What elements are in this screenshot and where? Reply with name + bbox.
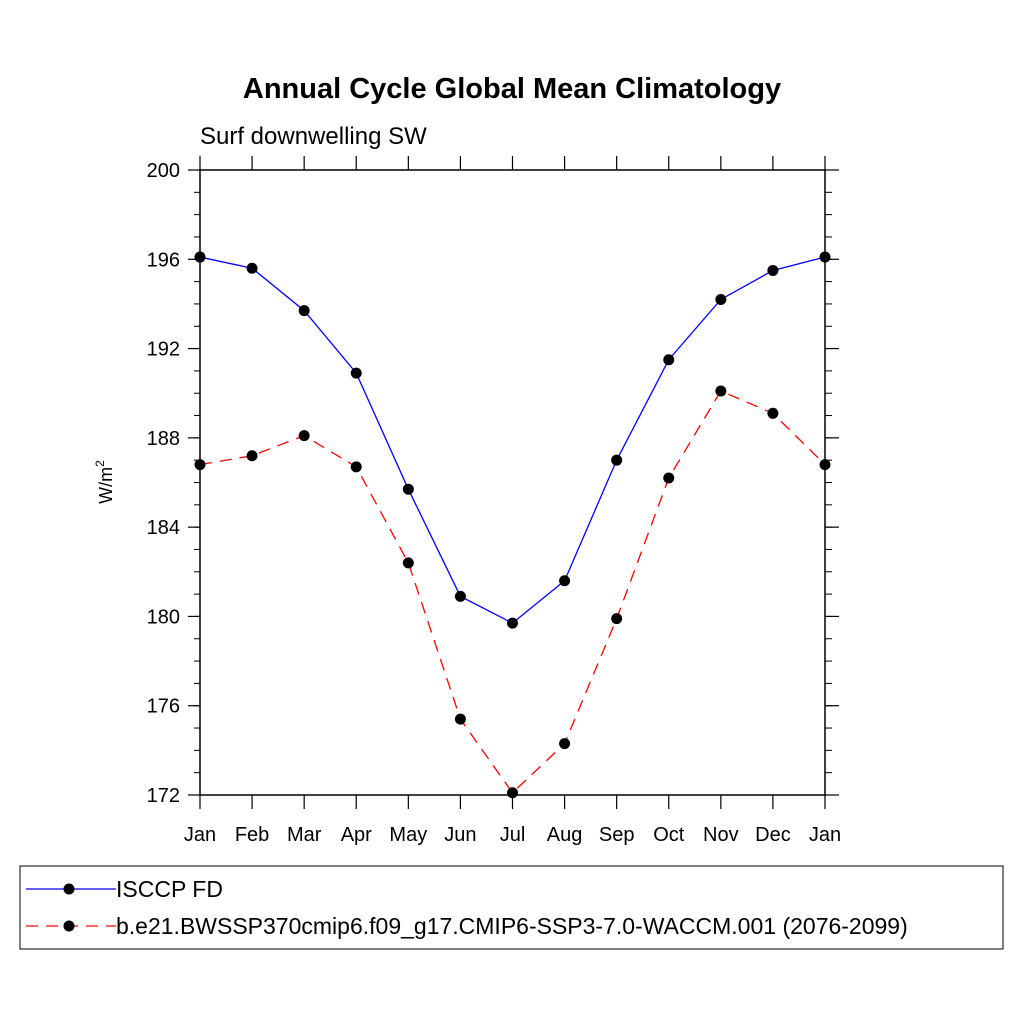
y-tick-label: 188 [147,428,180,450]
y-tick-label: 192 [147,339,180,361]
x-tick-label: Apr [341,824,372,846]
data-point [715,385,727,397]
legend-label: b.e21.BWSSP370cmip6.f09_g17.CMIP6-SSP3-7… [116,913,908,939]
legend: ISCCP FD b.e21.BWSSP370cmip6.f09_g17.CMIP… [19,865,1004,950]
data-point [298,305,310,317]
data-point [298,430,310,442]
legend-entry-1: ISCCP FD [26,876,223,902]
legend-entry-2: b.e21.BWSSP370cmip6.f09_g17.CMIP6-SSP3-7… [26,913,908,939]
legend-label: ISCCP FD [116,876,223,902]
chart-subtitle: Surf downwelling SW [200,123,427,150]
x-tick-label: Aug [547,824,583,846]
y-axis-label-superscript: 2 [93,460,107,467]
x-tick-label: Feb [235,824,269,846]
y-tick-label: 176 [147,696,180,718]
axis-ticks [188,156,839,809]
x-tick-label: May [389,824,427,846]
x-tick-labels: Jan Feb Mar Apr May Jun Jul Aug Sep Oct Nov Dec Jan [184,824,841,846]
x-tick-label: Oct [653,824,685,846]
legend-marker [63,883,75,895]
plot-area: 172 176 180 184 188 192 196 200 Jan Feb Mar Apr May… [147,156,841,846]
x-tick-label: Dec [755,824,791,846]
data-point [402,483,414,495]
y-tick-labels: 172 176 180 184 188 192 196 200 [147,160,180,807]
plot-frame [199,169,826,796]
y-tick-label: 172 [147,785,180,807]
y-tick-label: 180 [147,606,180,628]
legend-marker [63,920,75,932]
x-tick-label: Mar [287,824,322,846]
data-point [454,590,466,602]
x-tick-label: Jun [444,824,476,846]
data-point [819,251,831,263]
data-point [663,354,675,366]
data-point [819,459,831,471]
data-point [194,459,206,471]
data-point [454,713,466,725]
data-point [611,613,623,625]
y-tick-label: 196 [147,249,180,271]
chart-title: Annual Cycle Global Mean Climatology [243,73,781,105]
y-tick-label: 200 [147,160,180,182]
series-layer [194,251,831,799]
data-point [402,557,414,569]
series-line [199,390,826,794]
data-point [350,461,362,473]
y-tick-label: 184 [147,517,180,539]
data-point [246,450,258,462]
data-point [715,293,727,305]
data-point [246,262,258,274]
data-point [507,787,518,799]
data-point [350,367,362,379]
data-point [559,738,571,750]
series-line [199,256,826,624]
x-tick-label: Nov [703,824,739,846]
legend-entries: ISCCP FD b.e21.BWSSP370cmip6.f09_g17.CMIP… [26,876,908,939]
data-point [507,617,518,629]
data-point [611,454,623,466]
x-tick-label: Sep [599,824,635,846]
legend-box [19,865,1004,950]
data-point [559,575,571,587]
data-point [663,472,675,484]
data-point [767,407,779,419]
series-1 [194,251,831,629]
x-tick-label: Jul [500,824,526,846]
data-point [194,251,206,263]
data-point [767,264,779,276]
x-tick-label: Jan [809,824,841,846]
series-2 [194,385,831,799]
x-tick-label: Jan [184,824,216,846]
y-axis-label: W/m2 [93,460,116,504]
